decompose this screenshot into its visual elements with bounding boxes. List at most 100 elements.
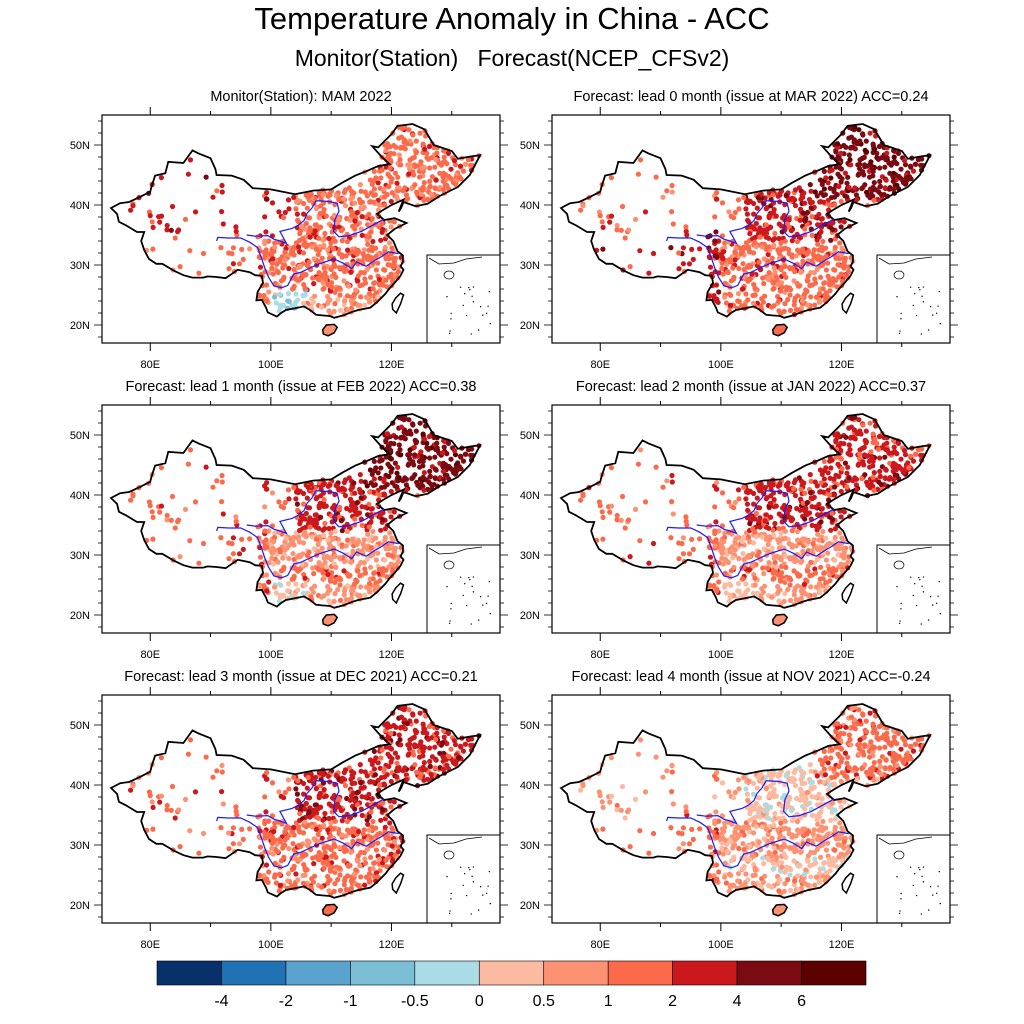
station-point (286, 206, 292, 212)
station-point (912, 161, 918, 167)
station-point (775, 193, 781, 199)
station-point (716, 289, 722, 295)
x-tick-label: 80E (140, 649, 160, 661)
station-point (316, 815, 322, 821)
station-point (332, 238, 338, 244)
station-point (373, 245, 379, 251)
station-point (364, 193, 370, 199)
panel-title-lead1: Forecast: lead 1 month (issue at FEB 202… (125, 379, 477, 395)
station-point (451, 448, 458, 454)
station-point (357, 863, 363, 869)
station-point (150, 826, 156, 832)
station-point (397, 447, 403, 453)
station-point (818, 564, 824, 570)
station-point (782, 238, 788, 244)
station-point (150, 536, 156, 542)
station-point (763, 536, 770, 542)
station-point (210, 774, 216, 780)
station-point (763, 496, 769, 502)
station-point (230, 825, 236, 831)
station-point (736, 206, 742, 212)
station-point (325, 247, 331, 253)
station-point (269, 265, 275, 271)
station-point (385, 461, 391, 467)
station-point (444, 161, 450, 167)
station-point (827, 185, 833, 191)
station-point (290, 841, 296, 847)
station-point (233, 808, 239, 815)
station-point (311, 571, 317, 577)
station-point (720, 256, 726, 262)
station-point (642, 499, 649, 505)
station-point (714, 190, 720, 196)
station-point (177, 264, 183, 270)
station-point (395, 849, 401, 855)
y-tick-label: 20N (520, 320, 540, 332)
station-point (756, 259, 762, 265)
colorbar-tick-label: 0 (475, 993, 484, 1010)
station-point (705, 234, 711, 240)
station-point (669, 472, 675, 479)
inset-island (448, 332, 451, 334)
inset-island (462, 594, 464, 597)
station-point (219, 479, 225, 485)
station-point (413, 729, 420, 735)
station-point (378, 465, 384, 471)
station-point (402, 185, 408, 191)
x-tick-label: 80E (590, 359, 610, 371)
station-point (433, 757, 439, 763)
station-point (823, 267, 830, 273)
station-point (668, 535, 674, 541)
station-point (775, 247, 781, 253)
station-point (257, 844, 264, 850)
station-point (387, 240, 393, 246)
station-point (349, 878, 355, 884)
station-point (731, 215, 737, 221)
inset-island (450, 608, 452, 610)
station-point (282, 539, 288, 545)
station-point (321, 575, 327, 582)
station-point (196, 560, 202, 566)
station-point (440, 186, 447, 193)
station-point (720, 546, 726, 552)
station-point (752, 516, 758, 522)
station-point (342, 783, 349, 789)
station-point (780, 536, 787, 542)
station-point (707, 264, 714, 270)
station-point (653, 174, 659, 180)
station-point (735, 291, 742, 297)
subtitle: Monitor(Station) Forecast(NCEP_CFSv2) (294, 45, 730, 71)
station-point (310, 299, 316, 305)
station-point (798, 559, 804, 565)
station-point (807, 472, 813, 478)
station-point (339, 818, 345, 824)
station-point (391, 549, 397, 555)
station-point (310, 879, 316, 885)
station-point (239, 536, 245, 543)
station-point (580, 493, 586, 499)
station-point (352, 516, 358, 522)
station-point (422, 146, 428, 152)
station-point (262, 528, 268, 534)
inset-island (465, 604, 468, 607)
station-point (868, 449, 874, 455)
station-point (422, 436, 428, 442)
station-point (387, 165, 393, 171)
inset-island (482, 604, 484, 606)
station-point (269, 845, 275, 852)
x-tick-label: 120E (379, 649, 405, 661)
station-point (792, 187, 799, 193)
station-point (355, 563, 361, 569)
station-point (362, 276, 368, 282)
station-point (306, 228, 312, 234)
station-point (157, 219, 163, 225)
station-point (192, 499, 199, 505)
station-point (369, 471, 375, 477)
station-point (864, 479, 870, 485)
station-point (361, 247, 367, 253)
station-point (302, 865, 308, 871)
station-point (373, 755, 379, 761)
station-point (389, 825, 395, 831)
station-point (795, 583, 801, 589)
station-point (383, 567, 389, 573)
